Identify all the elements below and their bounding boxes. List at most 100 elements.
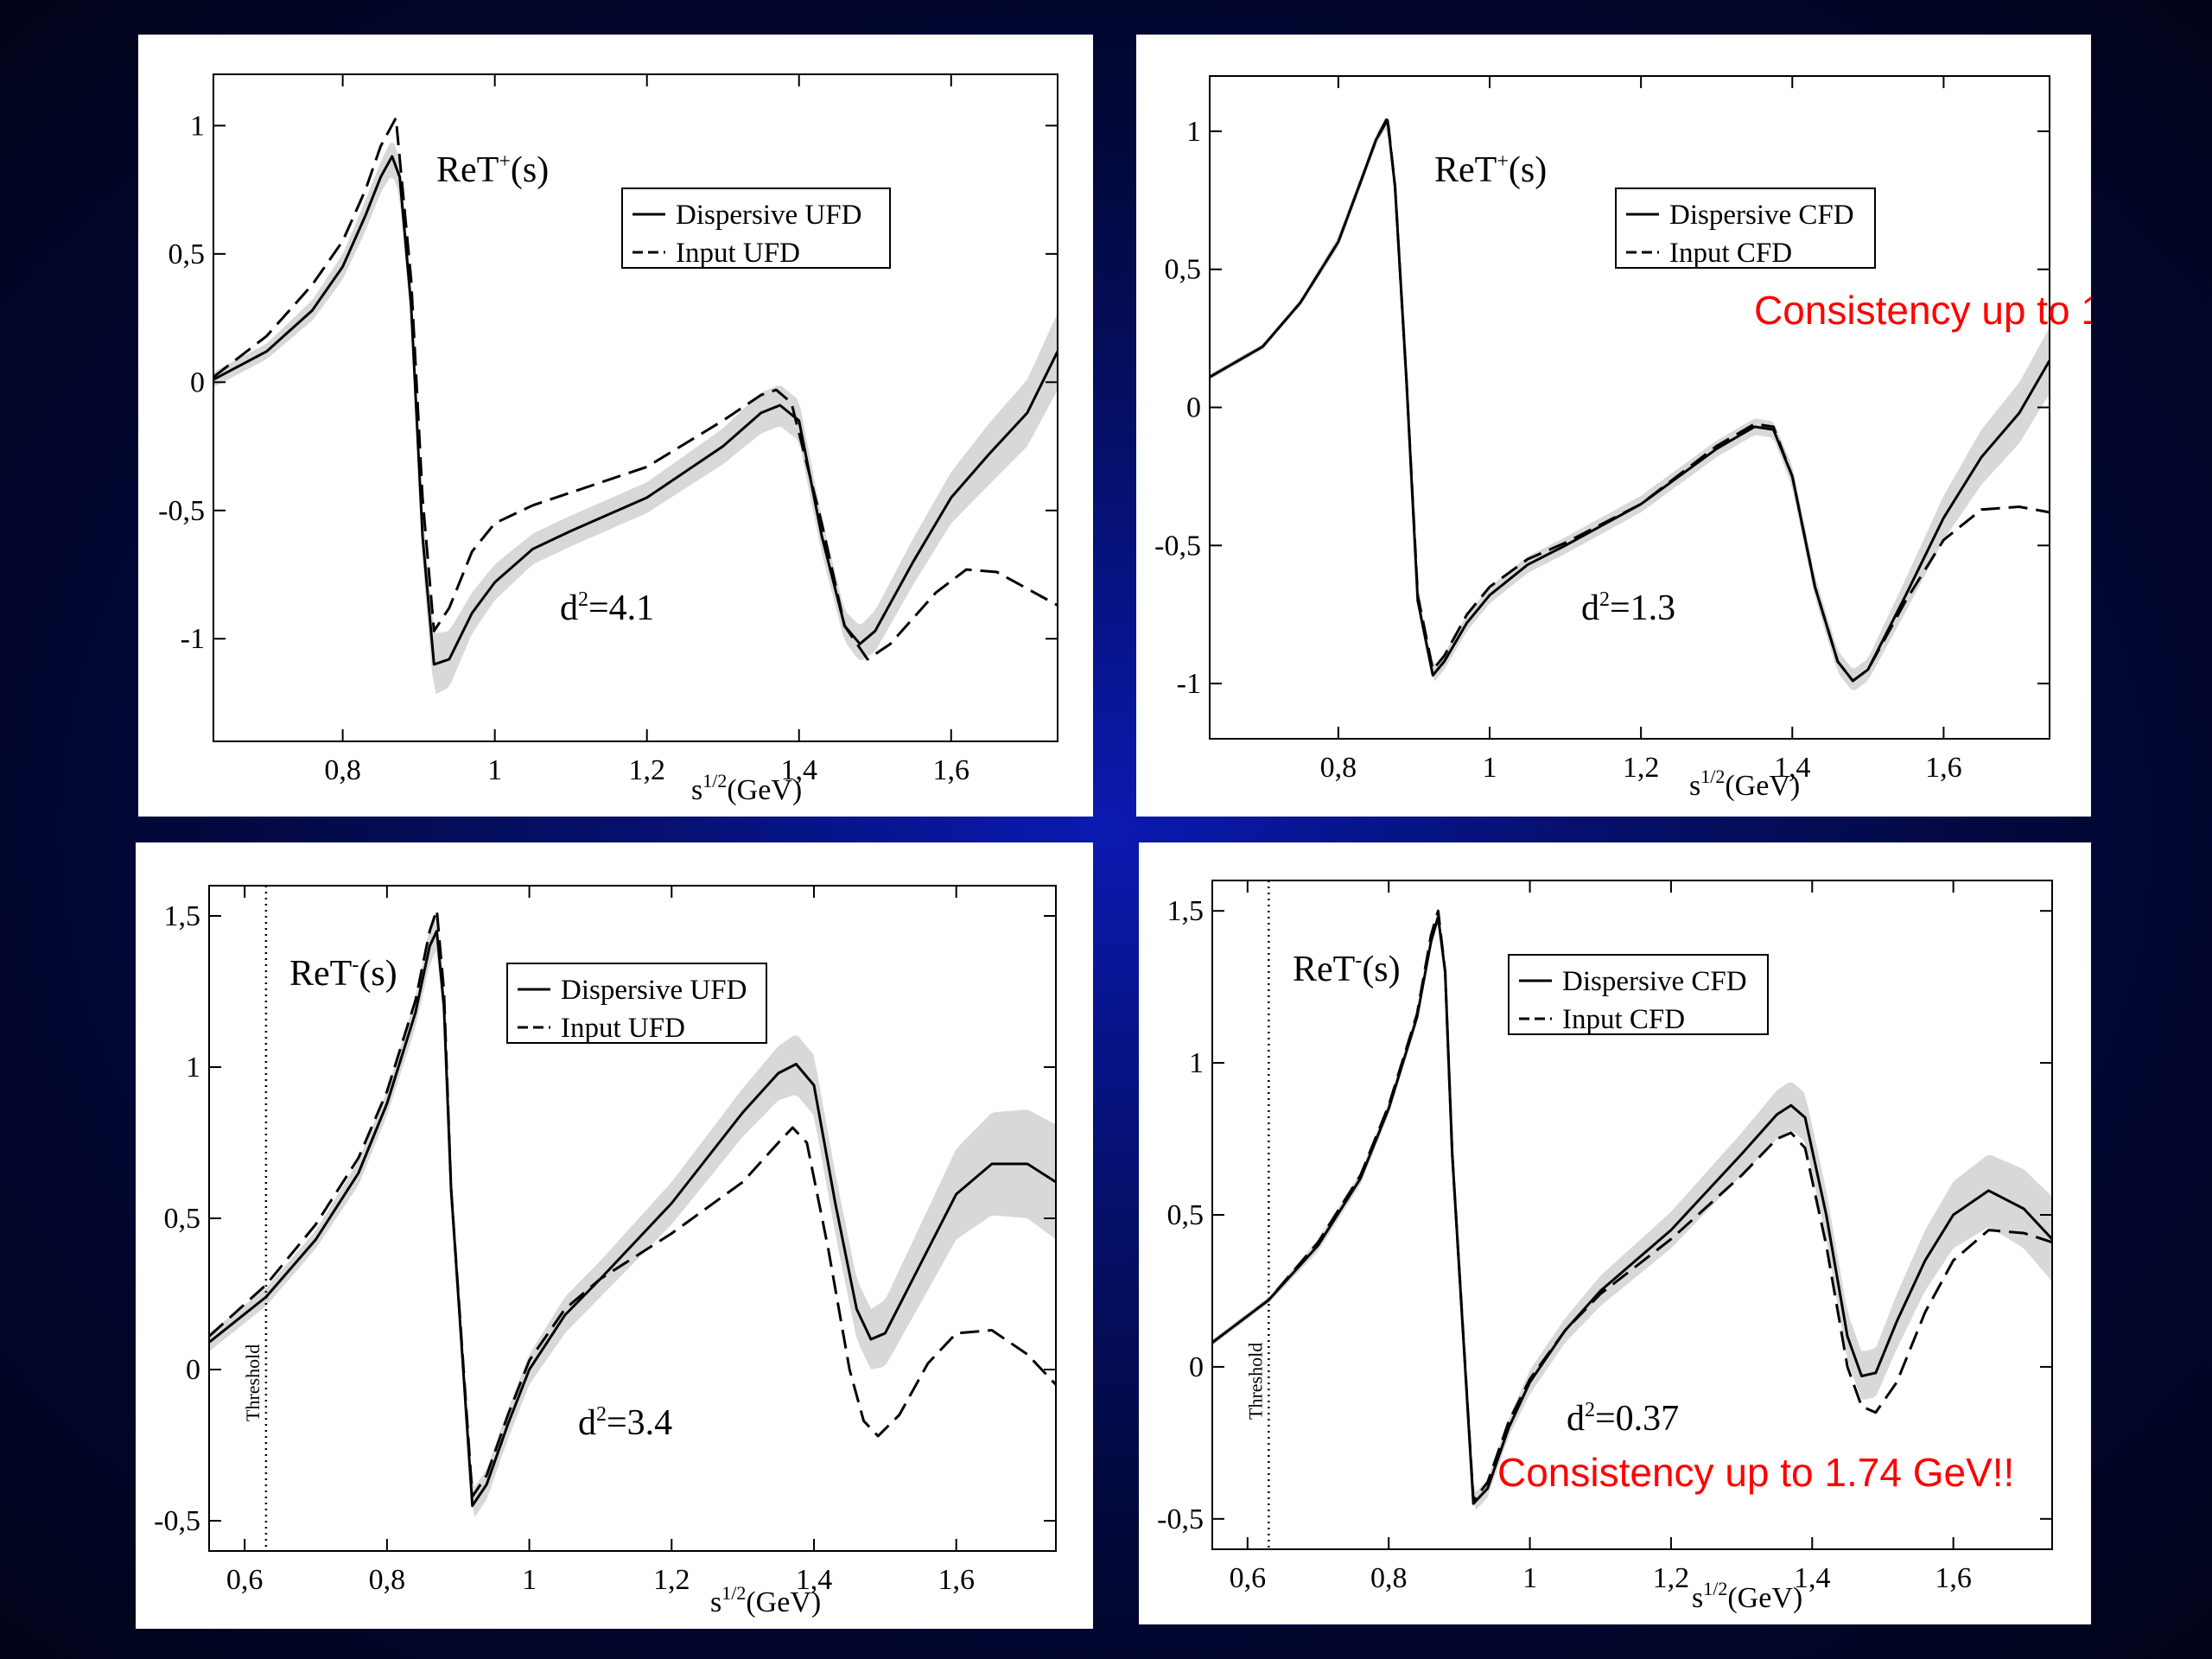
function-label-base: ReT <box>289 954 352 994</box>
x-axis-title: s1/2(GeV) <box>691 770 802 806</box>
threshold-label: Threshold <box>242 1344 264 1421</box>
chart-panel-top-left: 0,8 1 1,2 1,4 1,6 1 0,5 0 -0,5 -1 s1/2(GeV) ReT+(s)… <box>138 35 1093 817</box>
x-axis-title-base: s <box>1689 770 1700 802</box>
function-label-tail: (s) <box>1362 950 1400 989</box>
x-tick-label: 1 <box>1483 752 1497 784</box>
x-axis-title-unit: (GeV) <box>1725 770 1800 802</box>
function-label-sup: + <box>1497 150 1509 173</box>
x-tick-label: 1,6 <box>1925 752 1962 784</box>
x-tick-label: 1,6 <box>938 1564 975 1596</box>
series-line-input <box>209 908 1056 1498</box>
function-label-base: ReT <box>1434 150 1497 190</box>
x-tick-label: 0,8 <box>369 1564 406 1596</box>
d2-label-base: d <box>578 1403 596 1443</box>
function-label-sup: + <box>499 150 511 173</box>
chart-panel-bottom-left: Threshold 0,6 0,8 1 1,2 1,4 1,6 1,5 1 0,5 0 -0,5 s1/… <box>136 842 1093 1629</box>
legend-box <box>1508 954 1769 1035</box>
x-tick-label: 1 <box>522 1564 537 1596</box>
x-tick-label: 1,4 <box>1774 752 1811 784</box>
x-tick-label: 1,2 <box>653 1564 690 1596</box>
function-label-tail: (s) <box>359 954 397 994</box>
plot-frame <box>1209 75 2050 740</box>
d2-label-sup: 2 <box>1585 1399 1595 1421</box>
y-tick-label: -1 <box>1177 668 1201 700</box>
x-axis-title-unit: (GeV) <box>727 774 802 806</box>
legend-label-dispersive: Dispersive UFD <box>676 200 861 231</box>
d2-label: d2=1.3 <box>1581 588 1675 628</box>
y-tick-label: 0,5 <box>164 1203 201 1235</box>
x-tick-label: 1,2 <box>628 754 665 786</box>
x-axis-title-sup: 1/2 <box>1703 1578 1727 1599</box>
x-tick-label: 1,4 <box>1794 1562 1831 1594</box>
function-label-tail: (s) <box>511 150 549 190</box>
y-tick-label: 1 <box>1189 1047 1204 1079</box>
x-axis-title: s1/2(GeV) <box>710 1582 821 1618</box>
x-tick-label: 1 <box>1522 1562 1537 1594</box>
function-label-tail: (s) <box>1509 150 1547 190</box>
y-tick-label: -0,5 <box>1157 1503 1204 1535</box>
threshold-label: Threshold <box>1244 1343 1266 1420</box>
x-axis-title-unit: (GeV) <box>746 1586 821 1618</box>
x-tick-label: 0,8 <box>324 754 361 786</box>
x-tick-label: 1,6 <box>1935 1562 1972 1594</box>
x-tick-label: 1,2 <box>1623 752 1660 784</box>
d2-label-tail: =0.37 <box>1595 1399 1679 1439</box>
legend-label-input: Input CFD <box>1669 238 1792 269</box>
d2-label-tail: =4.1 <box>588 588 654 628</box>
chart-panel-bottom-right: Threshold 0,6 0,8 1 1,2 1,4 1,6 1,5 1 0,5 0 -0,5 s1/… <box>1139 842 2091 1624</box>
function-label-base: ReT <box>1293 950 1355 989</box>
series-line-dispersive <box>213 155 1058 666</box>
d2-label-sup: 2 <box>578 588 588 611</box>
chart-svg-bottom-right: Threshold 0,6 0,8 1 1,2 1,4 1,6 1,5 1 0,5 0 -0,5 s1/… <box>1157 880 2053 1614</box>
x-tick-label: 1,4 <box>780 754 817 786</box>
x-tick-label: 0,6 <box>1230 1562 1267 1594</box>
x-axis-title: s1/2(GeV) <box>1692 1578 1802 1614</box>
series-line-dispersive <box>209 930 1056 1507</box>
d2-label: d2=4.1 <box>560 588 654 628</box>
legend-label-dispersive: Dispersive CFD <box>1562 966 1747 997</box>
y-tick-label: -0,5 <box>158 495 205 527</box>
x-tick-label: 0,8 <box>1320 752 1357 784</box>
x-axis-title-base: s <box>1692 1582 1703 1614</box>
x-tick-label: 1,6 <box>933 754 970 786</box>
function-label: ReT-(s) <box>1293 950 1401 989</box>
legend-label-dispersive: Dispersive UFD <box>561 975 747 1006</box>
consistency-note: Consistency up to 1.74 GeV!! <box>1497 1450 2014 1495</box>
chart-panel-top-right: 0,8 1 1,2 1,4 1,6 1 0,5 0 -0,5 -1 s1/2(GeV) ReT+(s)… <box>1136 35 2091 817</box>
y-tick-label: 1 <box>190 110 205 142</box>
legend-label-input: Input UFD <box>561 1013 685 1044</box>
legend-label-input: Input UFD <box>676 238 800 269</box>
function-label: ReT+(s) <box>1434 150 1547 190</box>
chart-svg-bottom-left: Threshold 0,6 0,8 1 1,2 1,4 1,6 1,5 1 0,5 0 -0,5 s1/… <box>154 885 1057 1618</box>
chart-svg-top-right: 0,8 1 1,2 1,4 1,6 1 0,5 0 -0,5 -1 s1/2(GeV) ReT+(s)… <box>1154 75 2091 802</box>
legend-label-input: Input CFD <box>1562 1004 1685 1035</box>
x-axis-title-sup: 1/2 <box>1700 766 1725 787</box>
d2-label-base: d <box>1581 588 1599 628</box>
legend-box <box>621 188 891 269</box>
function-label-sup: - <box>1355 950 1362 972</box>
x-tick-label: 0,8 <box>1370 1562 1408 1594</box>
d2-label-sup: 2 <box>596 1403 607 1426</box>
x-axis-title-sup: 1/2 <box>721 1582 746 1604</box>
y-tick-label: 0 <box>190 366 205 398</box>
consistency-note: Consistency up to 1.6 GeV!! <box>1754 288 2091 333</box>
x-axis-title: s1/2(GeV) <box>1689 766 1800 802</box>
y-tick-label: 1 <box>1186 116 1201 148</box>
y-tick-label: 0,5 <box>1165 254 1202 286</box>
y-tick-label: 0 <box>186 1354 200 1386</box>
d2-label: d2=3.4 <box>578 1403 672 1443</box>
y-tick-label: 0 <box>1186 392 1201 424</box>
x-tick-label: 1 <box>487 754 502 786</box>
y-tick-label: -1 <box>181 623 205 655</box>
y-tick-label: 0 <box>1189 1351 1204 1383</box>
function-label-sup: - <box>352 954 359 976</box>
legend-box <box>1615 188 1876 269</box>
y-tick-label: 0,5 <box>168 238 206 270</box>
x-axis-title-unit: (GeV) <box>1727 1582 1802 1614</box>
function-label: ReT-(s) <box>289 954 397 994</box>
x-axis-title-base: s <box>710 1586 721 1618</box>
y-tick-label: 1,5 <box>1167 895 1205 927</box>
y-tick-label: 1 <box>186 1052 200 1084</box>
d2-label-tail: =1.3 <box>1610 588 1675 628</box>
x-tick-label: 0,6 <box>226 1564 264 1596</box>
